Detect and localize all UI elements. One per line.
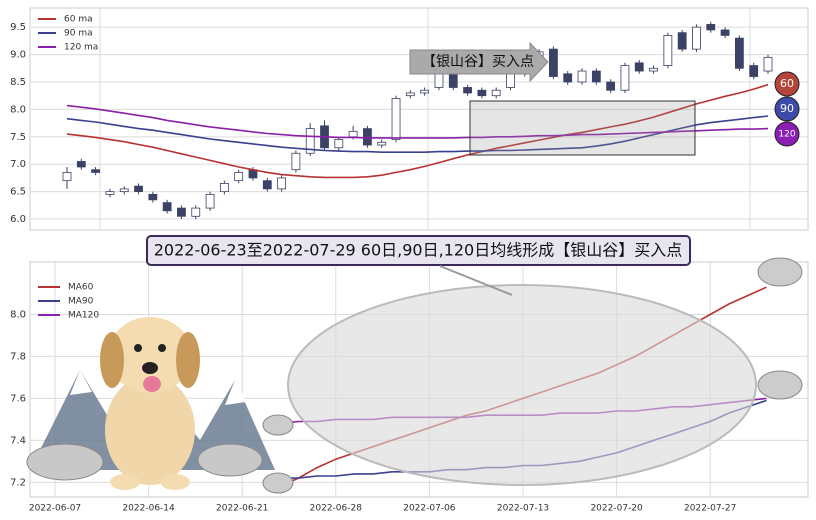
- candle-body: [477, 89, 487, 97]
- annotation-arrow: [409, 41, 549, 83]
- end-badge: [774, 71, 800, 97]
- end-badge: [774, 96, 800, 122]
- candle-body: [134, 185, 143, 193]
- banner-title: 2022-06-23至2022-07-29 60日,90日,120日均线形成【银…: [154, 241, 683, 260]
- candle-body: [763, 56, 773, 72]
- y-tick-label: 6.5: [10, 187, 26, 198]
- candle-body: [706, 24, 716, 31]
- candle-body: [463, 87, 472, 94]
- y-tick-label: 9.0: [10, 50, 26, 61]
- dog: [100, 317, 200, 490]
- candle-body: [420, 89, 430, 94]
- x-tick-label: 2022-06-14: [122, 504, 175, 514]
- legend-label: MA90: [68, 297, 94, 307]
- candle-body: [177, 207, 186, 217]
- candle-body: [277, 177, 286, 190]
- candle-body: [205, 193, 215, 209]
- end-badge-label: 120: [778, 130, 795, 140]
- highlight-box: [469, 100, 696, 156]
- legend-label: MA60: [68, 283, 94, 293]
- candle-body: [563, 73, 573, 83]
- candle-body: [305, 128, 315, 154]
- x-tick-label: 2022-07-27: [684, 504, 736, 514]
- legend-label: 120 ma: [64, 43, 98, 53]
- snow-cap: [70, 370, 92, 395]
- ma-line: [66, 104, 769, 139]
- x-tick-label: 2022-07-06: [403, 504, 456, 514]
- ingot: [262, 472, 294, 494]
- candle-body: [62, 172, 72, 182]
- candle-body: [663, 35, 673, 66]
- candle-body: [262, 180, 272, 190]
- y-tick-label: 8.0: [10, 104, 26, 115]
- candle-body: [377, 141, 387, 146]
- end-badge: [774, 121, 800, 147]
- candle-body: [649, 67, 658, 72]
- candle-body: [234, 172, 244, 182]
- annotation: 【银山谷】买入点: [422, 54, 534, 70]
- candle-body: [405, 92, 415, 97]
- candle-body: [692, 26, 701, 50]
- x-tick-label: 2022-06-28: [310, 504, 363, 514]
- ingot: [262, 414, 294, 436]
- x-tick-label: 2022-06-07: [29, 504, 81, 514]
- candle-body: [677, 32, 687, 50]
- y-tick-label: 7.2: [10, 477, 26, 488]
- candle-body: [105, 191, 115, 195]
- ma-line: [66, 83, 769, 179]
- ingot: [197, 443, 263, 477]
- legend-label: MA120: [68, 311, 99, 321]
- candle-body: [577, 70, 587, 83]
- y-tick-label: 8.0: [10, 309, 26, 320]
- end-badge-label: 90: [780, 102, 794, 115]
- candle-body: [334, 139, 344, 149]
- y-tick-label: 7.6: [10, 393, 26, 404]
- banner: [146, 235, 691, 266]
- y-tick-label: 7.0: [10, 159, 26, 170]
- x-tick-label: 2022-07-13: [497, 504, 549, 514]
- end-badge-label: 60: [780, 77, 794, 90]
- legend-label: 90 ma: [64, 29, 93, 39]
- y-tick-label: 7.5: [10, 132, 26, 143]
- legend-label: 60 ma: [64, 15, 93, 25]
- candle-body: [391, 98, 401, 140]
- y-tick-label: 7.8: [10, 351, 26, 362]
- candle-body: [76, 161, 86, 168]
- candle-body: [506, 73, 515, 88]
- candle-body: [620, 65, 630, 91]
- y-tick-label: 7.4: [10, 435, 26, 446]
- y-tick-label: 6.0: [10, 214, 26, 225]
- ingot: [26, 443, 104, 481]
- ingot: [757, 257, 803, 287]
- highlight-ellipse: [287, 284, 757, 486]
- ma-line: [66, 115, 769, 153]
- candle-body: [148, 193, 158, 201]
- candle-body: [91, 169, 101, 173]
- candle-body: [162, 202, 172, 212]
- x-tick-label: 2022-07-20: [590, 504, 643, 514]
- candle-body: [348, 130, 358, 138]
- candle-body: [219, 183, 229, 193]
- candle-body: [734, 37, 744, 69]
- candle-body: [549, 48, 558, 77]
- candle-body: [491, 89, 501, 97]
- candle-body: [720, 29, 730, 36]
- candle-body: [291, 152, 301, 171]
- candle-body: [749, 65, 759, 77]
- candle-body: [191, 207, 201, 217]
- x-tick-label: 2022-06-21: [216, 504, 268, 514]
- candle-body: [634, 62, 644, 72]
- pointer-arrow: [439, 265, 513, 296]
- candle-body: [119, 188, 129, 193]
- y-tick-label: 9.5: [10, 22, 26, 33]
- snow-cap: [225, 380, 246, 405]
- candle-body: [591, 70, 601, 83]
- candle-body: [363, 128, 372, 146]
- candle-body: [606, 81, 616, 91]
- y-tick-label: 8.5: [10, 77, 26, 88]
- ingot: [757, 370, 803, 400]
